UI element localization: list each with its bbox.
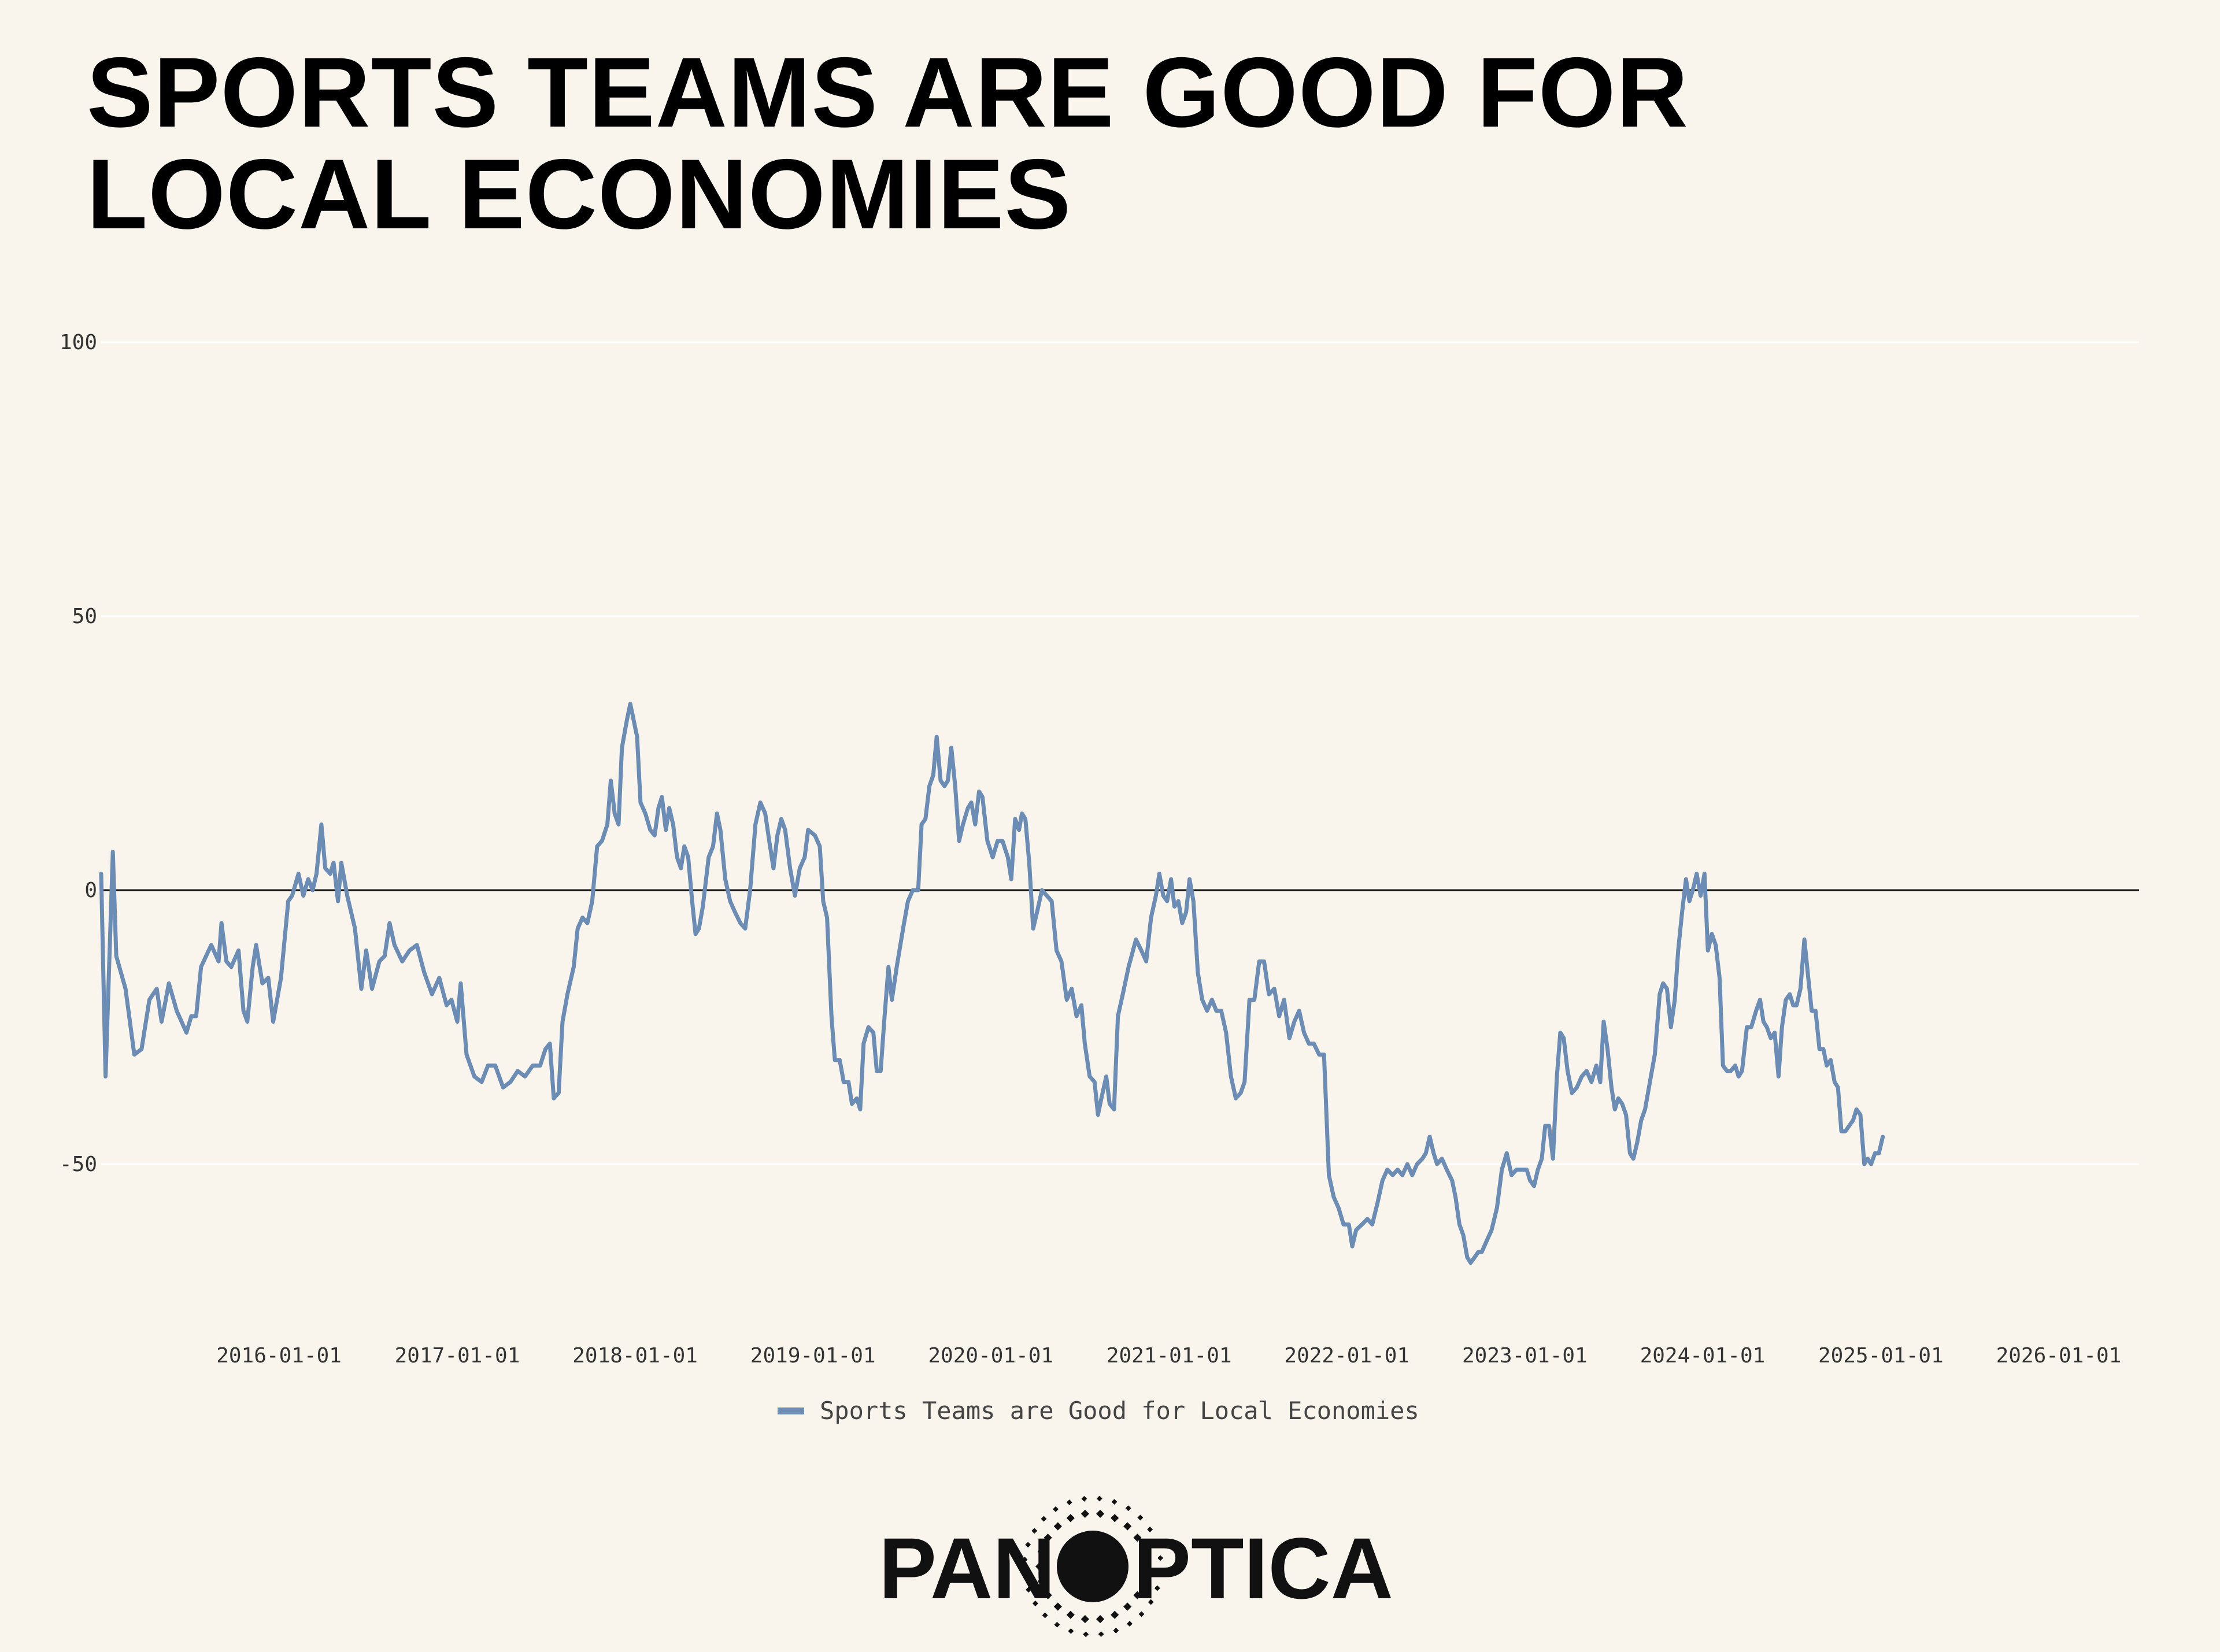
logo-dot <box>1113 1627 1119 1634</box>
logo: PAN PTICA <box>879 1495 1393 1638</box>
x-tick-label: 2017-01-01 <box>395 1344 520 1368</box>
logo-text-right: PTICA <box>1133 1520 1393 1617</box>
chart-title: SPORTS TEAMS ARE GOOD FOR LOCAL ECONOMIE… <box>87 37 1689 250</box>
logo-dot <box>1125 1505 1131 1512</box>
y-tick-label: -50 <box>60 1153 97 1176</box>
logo-dot <box>1081 1615 1089 1624</box>
gridlines <box>101 341 2139 1165</box>
logo-dot <box>1098 1631 1104 1638</box>
logo-dot <box>1066 1610 1075 1619</box>
logo-dot <box>1123 1602 1132 1611</box>
logo-dot <box>1066 1499 1072 1506</box>
logo-dot <box>1139 1577 1148 1586</box>
series-line <box>99 702 1885 1265</box>
logo-dot <box>1037 1577 1046 1586</box>
logo-dot <box>1081 1509 1089 1518</box>
logo-dot <box>1053 1506 1059 1512</box>
x-tick-label: 2023-01-01 <box>1462 1344 1588 1368</box>
x-axis-ticks: 2016-01-01 2017-01-01 2018-01-01 2019-01-01… <box>216 1344 2121 1368</box>
y-axis-ticks: 100 50 0 -50 <box>60 331 97 1176</box>
logo-dot <box>1068 1628 1074 1634</box>
x-tick-label: 2016-01-01 <box>216 1344 342 1368</box>
logo-dot <box>1157 1570 1164 1576</box>
logo-eye-icon <box>1057 1531 1128 1602</box>
logo-dot <box>1147 1527 1153 1532</box>
x-tick-label: 2021-01-01 <box>1107 1344 1232 1368</box>
x-tick-label: 2025-01-01 <box>1818 1344 1944 1368</box>
logo-text-left: PAN <box>879 1520 1056 1617</box>
x-tick-label: 2018-01-01 <box>572 1344 698 1368</box>
logo-dot <box>1127 1621 1133 1627</box>
legend-swatch <box>778 1407 804 1414</box>
logo-dot <box>1042 1612 1048 1618</box>
logo-dot <box>1037 1547 1046 1556</box>
y-tick-label: 0 <box>84 879 97 902</box>
y-tick-label: 100 <box>60 331 97 354</box>
logo-dot <box>1111 1499 1118 1505</box>
logo-dot <box>1096 1495 1102 1502</box>
logo-dot <box>1096 1615 1105 1624</box>
logo-dot <box>1111 1514 1119 1523</box>
x-tick-label: 2022-01-01 <box>1284 1344 1409 1368</box>
logo-dot <box>1083 1631 1089 1638</box>
logo-dot <box>1139 1547 1148 1556</box>
x-tick-label: 2026-01-01 <box>1996 1344 2122 1368</box>
x-tick-label: 2020-01-01 <box>928 1344 1053 1368</box>
x-tick-label: 2019-01-01 <box>750 1344 876 1368</box>
logo-dot <box>1026 1587 1032 1593</box>
y-tick-label: 50 <box>72 605 97 628</box>
logo-dot <box>1123 1522 1132 1531</box>
series-group <box>99 702 1885 1265</box>
logo-dot <box>1054 1621 1060 1628</box>
legend: Sports Teams are Good for Local Economie… <box>778 1397 1419 1425</box>
legend-label: Sports Teams are Good for Local Economie… <box>820 1397 1419 1425</box>
logo-dot <box>1066 1514 1075 1523</box>
line-chart: 100 50 0 -50 2016-01-01 2017-01-01 2018-01-01… <box>60 331 2139 1425</box>
logo-dot <box>1153 1540 1160 1546</box>
logo-dot <box>1096 1509 1105 1518</box>
logo-dot <box>1081 1495 1087 1502</box>
logo-dot <box>1111 1610 1119 1619</box>
logo-dot <box>1032 1601 1038 1606</box>
x-tick-label: 2024-01-01 <box>1640 1344 1766 1368</box>
logo-dot <box>1137 1514 1144 1521</box>
logo-dot <box>1022 1557 1028 1563</box>
